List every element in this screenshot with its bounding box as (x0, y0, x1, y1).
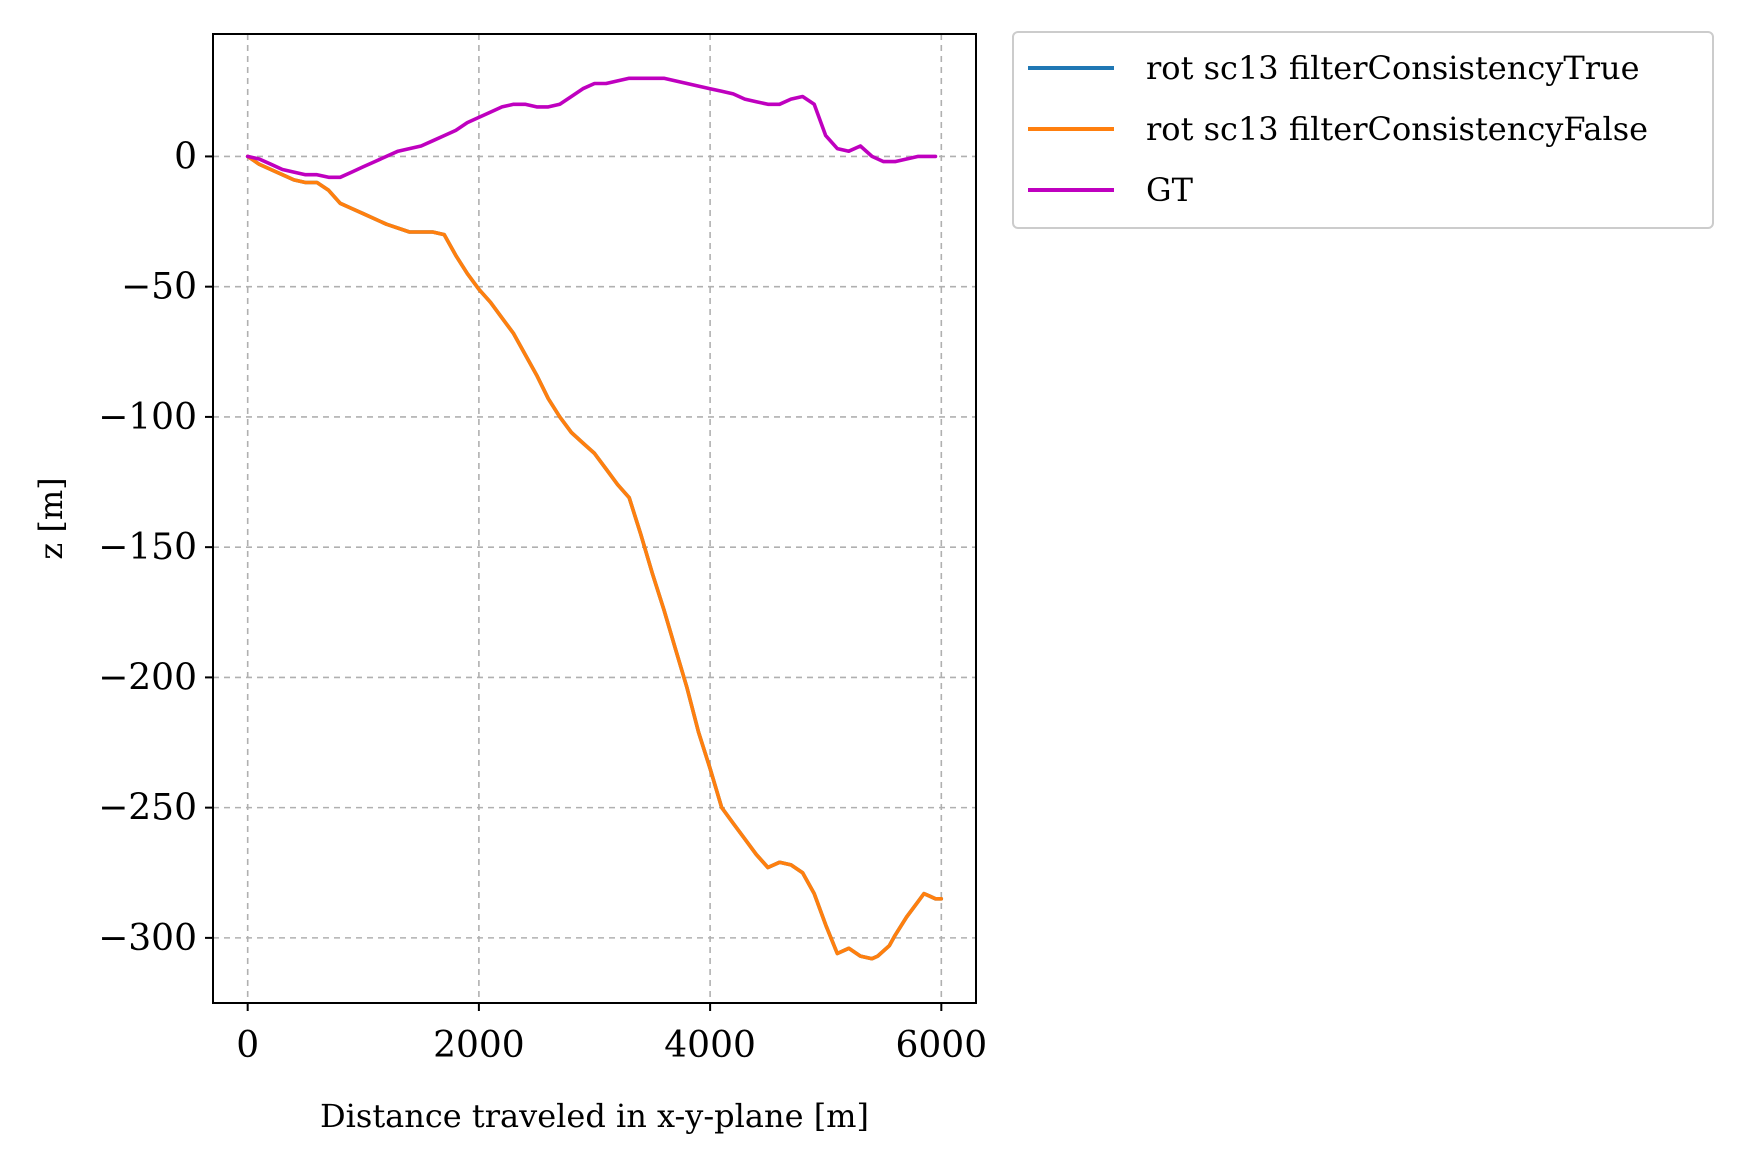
y-tick-label: −200 (98, 657, 197, 698)
legend-label-filter-true: rot sc13 filterConsistencyTrue (1146, 49, 1640, 87)
x-axis-label: Distance traveled in x-y-plane [m] (320, 1097, 869, 1135)
axis-ticks: 0 2000 4000 6000 0 −50 −100 −150 −200 −250 −300 (98, 136, 987, 1066)
y-tick-label: −250 (98, 788, 197, 829)
y-tick-label: −300 (98, 918, 197, 959)
x-tick-label: 4000 (664, 1025, 756, 1066)
x-tick-label: 2000 (433, 1025, 525, 1066)
legend-box (1012, 31, 1714, 229)
legend-label-gt: GT (1146, 171, 1194, 209)
y-tick-label: −150 (98, 527, 197, 568)
gridlines (213, 34, 976, 1003)
y-tick-label: −50 (121, 267, 197, 308)
legend-label-filter-false: rot sc13 filterConsistencyFalse (1146, 110, 1648, 148)
y-tick-label: 0 (174, 136, 197, 177)
series-line-gt (245, 76, 938, 180)
y-tick-label: −100 (98, 397, 197, 438)
plot-lines (245, 76, 944, 961)
x-tick-label: 0 (236, 1025, 259, 1066)
axes-frame (212, 33, 977, 1004)
y-axis-label: z [m] (32, 477, 70, 559)
x-tick-label: 6000 (896, 1025, 988, 1066)
series-line-filter-false (245, 154, 944, 961)
legend: rot sc13 filterConsistencyTrue rot sc13 … (1012, 31, 1714, 229)
